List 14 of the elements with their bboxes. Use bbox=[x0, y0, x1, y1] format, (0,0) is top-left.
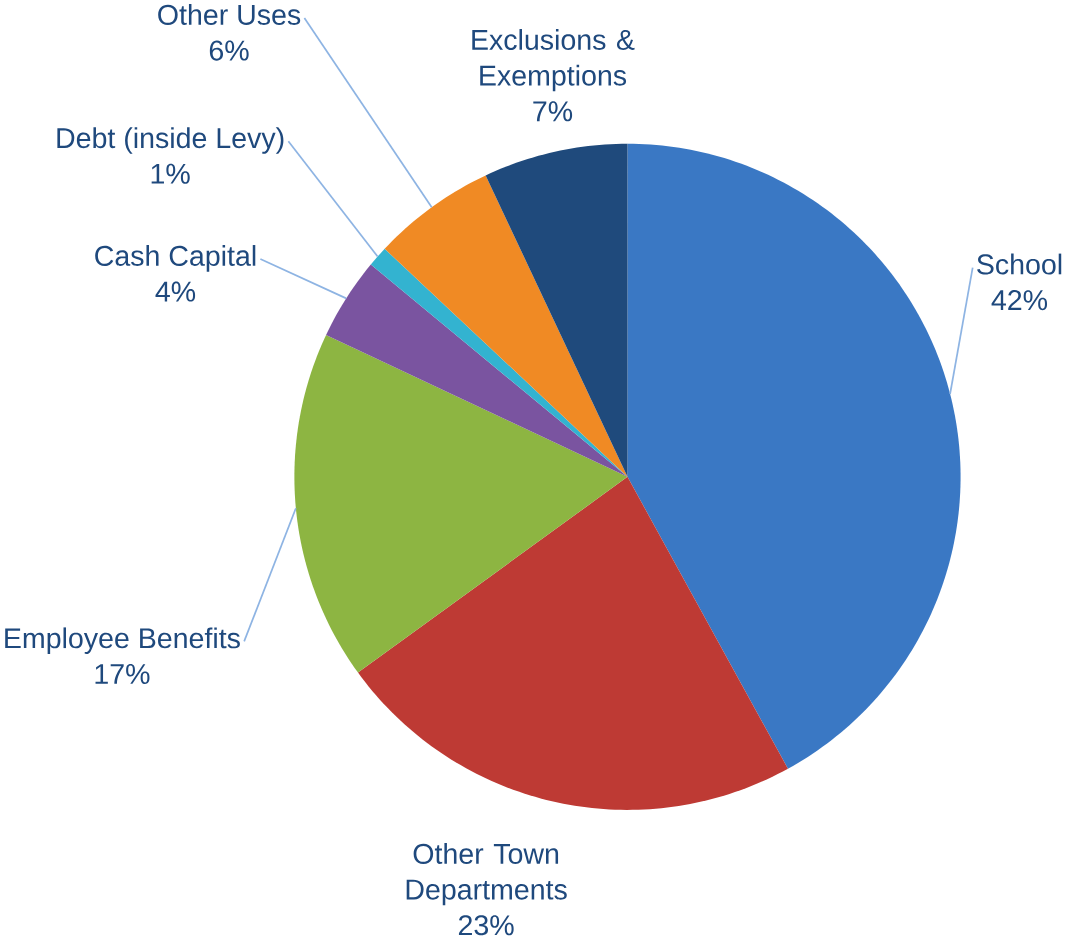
data-label: 6% bbox=[209, 40, 249, 61]
slice-label: School bbox=[977, 253, 1062, 275]
slice-label: Other Uses bbox=[158, 3, 301, 25]
slice-label: Exclusions & Exemptions bbox=[472, 28, 635, 92]
data-label: 17% bbox=[95, 663, 150, 684]
data-label: 7% bbox=[533, 101, 573, 122]
slice-label: Debt (inside Levy) bbox=[57, 127, 284, 154]
data-label: 23% bbox=[458, 915, 514, 936]
data-label: 4% bbox=[155, 281, 196, 302]
data-label: 1% bbox=[151, 163, 190, 184]
slice-label: Other Town Departments bbox=[406, 842, 567, 906]
slice-label: Employee Benefits bbox=[5, 627, 240, 654]
slice-label: Cash Capital bbox=[95, 244, 256, 272]
data-label: 42% bbox=[991, 289, 1048, 311]
